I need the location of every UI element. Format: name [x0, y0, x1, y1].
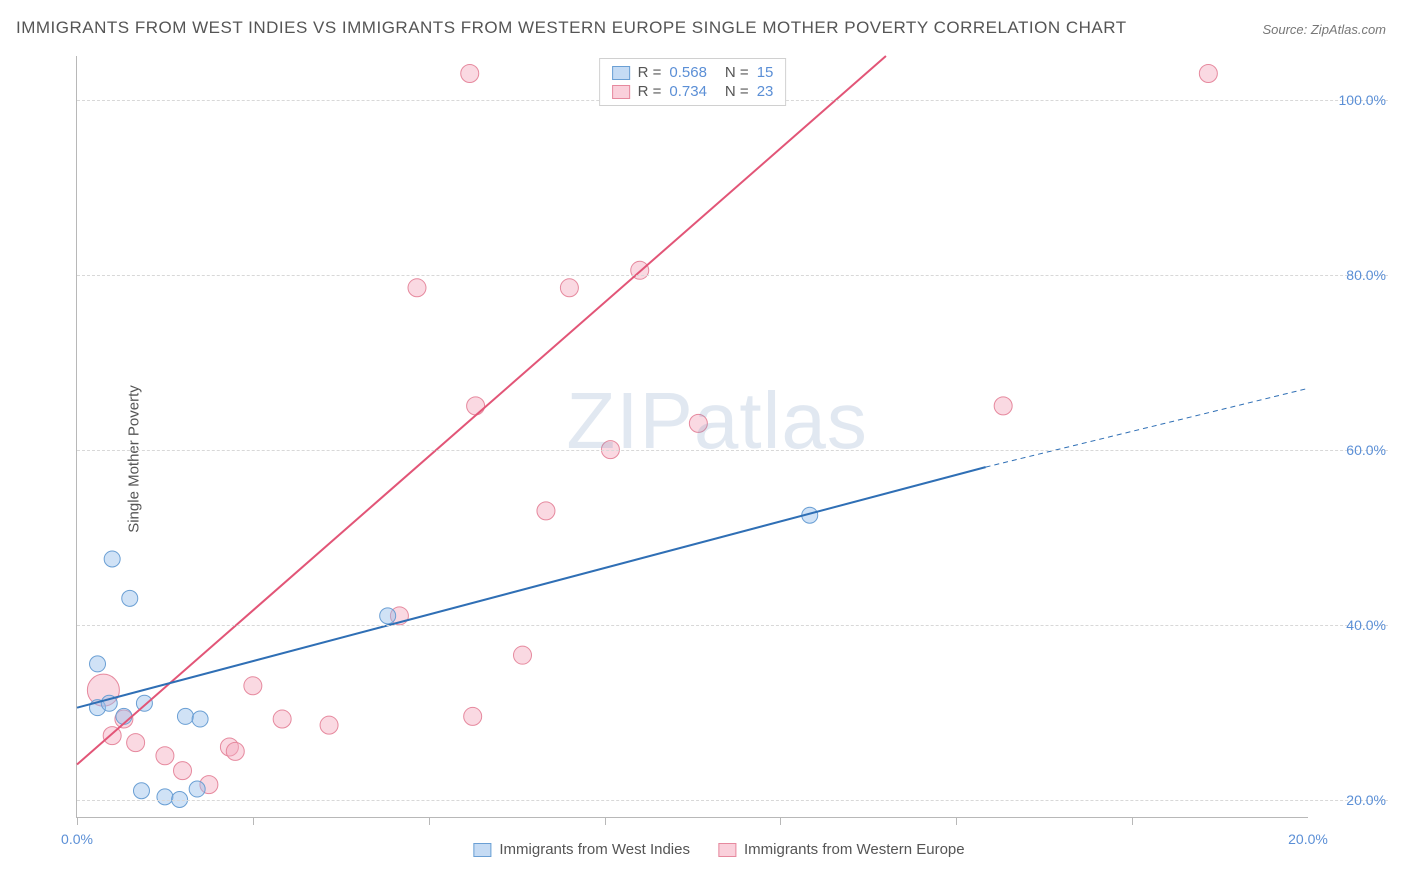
- series-legend: Immigrants from West Indies Immigrants f…: [473, 841, 964, 858]
- swatch-western-europe: [612, 85, 630, 99]
- legend-label-west-indies: Immigrants from West Indies: [499, 841, 690, 858]
- swatch-west-indies: [473, 843, 491, 857]
- n-label: N =: [725, 83, 749, 100]
- r-value-western-europe: 0.734: [669, 83, 707, 100]
- x-tick-label: 0.0%: [61, 831, 93, 847]
- swatch-west-indies: [612, 66, 630, 80]
- y-tick-label: 100.0%: [1339, 92, 1386, 108]
- plot-area: ZIPatlas R = 0.568 N = 15 R = 0.734 N = …: [76, 56, 1308, 818]
- n-label: N =: [725, 64, 749, 81]
- n-value-western-europe: 23: [757, 83, 774, 100]
- n-value-west-indies: 15: [757, 64, 774, 81]
- r-label: R =: [638, 64, 662, 81]
- stats-row-west-indies: R = 0.568 N = 15: [612, 63, 774, 82]
- r-value-west-indies: 0.568: [669, 64, 707, 81]
- legend-label-western-europe: Immigrants from Western Europe: [744, 841, 965, 858]
- stats-row-western-europe: R = 0.734 N = 23: [612, 82, 774, 101]
- r-label: R =: [638, 83, 662, 100]
- y-tick-label: 20.0%: [1346, 792, 1386, 808]
- stats-legend: R = 0.568 N = 15 R = 0.734 N = 23: [599, 58, 787, 106]
- x-tick-label: 20.0%: [1288, 831, 1328, 847]
- y-tick-label: 40.0%: [1346, 617, 1386, 633]
- swatch-western-europe: [718, 843, 736, 857]
- legend-item-western-europe: Immigrants from Western Europe: [718, 841, 965, 858]
- chart-title: IMMIGRANTS FROM WEST INDIES VS IMMIGRANT…: [16, 18, 1127, 38]
- plot-svg: [77, 56, 1308, 817]
- y-tick-label: 60.0%: [1346, 442, 1386, 458]
- y-tick-label: 80.0%: [1346, 267, 1386, 283]
- legend-item-west-indies: Immigrants from West Indies: [473, 841, 690, 858]
- chart-container: Single Mother Poverty ZIPatlas R = 0.568…: [50, 56, 1388, 862]
- source-label: Source: ZipAtlas.com: [1262, 22, 1386, 37]
